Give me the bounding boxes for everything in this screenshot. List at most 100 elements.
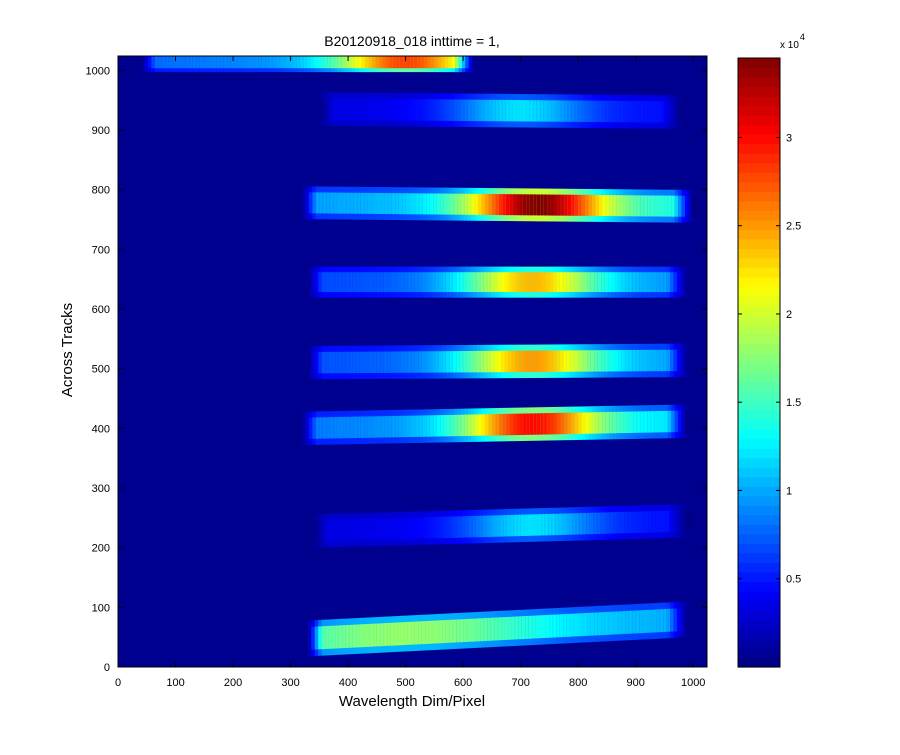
track-band-core bbox=[351, 519, 356, 541]
track-band-core bbox=[425, 272, 430, 293]
track-band-core bbox=[543, 194, 548, 216]
x-tick-label: 500 bbox=[396, 677, 414, 689]
track-band-core bbox=[432, 620, 437, 644]
y-tick-label: 100 bbox=[92, 602, 110, 614]
track-band-core bbox=[678, 195, 683, 217]
colorbar-segment bbox=[738, 581, 780, 592]
track-band-core bbox=[652, 349, 657, 372]
track-band-core bbox=[357, 192, 362, 214]
track-band-core bbox=[509, 413, 514, 436]
track-band-core bbox=[308, 417, 314, 439]
track-band-core bbox=[591, 412, 597, 434]
track-band-core bbox=[381, 416, 386, 438]
track-band-core bbox=[494, 272, 499, 293]
track-band-core bbox=[649, 349, 654, 372]
track-band-core bbox=[629, 411, 634, 433]
track-band-core bbox=[590, 272, 595, 293]
track-band-core bbox=[315, 417, 320, 439]
track-band-core bbox=[341, 56, 346, 69]
track-band-core bbox=[678, 410, 683, 433]
colorbar-segment bbox=[738, 105, 780, 116]
track-band-core bbox=[403, 517, 408, 540]
track-band-core bbox=[456, 619, 461, 643]
track-band-core bbox=[635, 610, 640, 634]
colorbar-segment bbox=[738, 524, 780, 535]
track-band-core bbox=[588, 412, 593, 434]
track-band-core bbox=[426, 415, 431, 437]
track-band-core bbox=[411, 621, 416, 645]
track-band-core bbox=[331, 625, 337, 649]
track-band-core bbox=[621, 350, 626, 372]
track-band-core bbox=[390, 351, 395, 373]
track-band-core bbox=[566, 613, 571, 637]
track-band-core bbox=[588, 100, 593, 123]
track-band-core bbox=[667, 101, 672, 123]
track-band-core bbox=[640, 411, 645, 433]
track-band-core bbox=[329, 417, 334, 439]
track-band-core bbox=[413, 56, 418, 69]
track-band-core bbox=[428, 620, 433, 644]
track-band-core bbox=[494, 350, 499, 373]
track-band-core bbox=[424, 56, 429, 69]
track-band-core bbox=[307, 626, 312, 650]
track-band-core bbox=[375, 56, 380, 69]
x-tick-label: 100 bbox=[166, 677, 184, 689]
track-band-core bbox=[551, 513, 556, 536]
track-band-core bbox=[415, 99, 421, 121]
track-band-core bbox=[322, 417, 327, 439]
track-band-core bbox=[552, 614, 557, 638]
colorbar-exponent-base: x 10 bbox=[780, 40, 799, 51]
track-band-core bbox=[580, 613, 585, 637]
track-band-core bbox=[376, 351, 381, 373]
track-band-core bbox=[460, 193, 465, 215]
track-band-core bbox=[647, 411, 652, 433]
track-band-core bbox=[506, 515, 511, 537]
track-band-core bbox=[560, 412, 565, 435]
track-band-core bbox=[624, 511, 629, 534]
track-band-core bbox=[570, 272, 575, 293]
track-band-core bbox=[633, 195, 638, 217]
track-band-core bbox=[320, 56, 325, 69]
colorbar-tick-label: 1.5 bbox=[786, 397, 801, 409]
track-band-core bbox=[564, 100, 569, 122]
track-band-core bbox=[593, 512, 598, 535]
track-band-core bbox=[512, 413, 517, 436]
track-band-core bbox=[495, 194, 500, 216]
track-band bbox=[307, 601, 689, 657]
track-band-core bbox=[487, 350, 492, 373]
track-band-core bbox=[199, 56, 204, 69]
track-band-core bbox=[575, 513, 580, 535]
track-band-core bbox=[313, 56, 318, 69]
track-band-core bbox=[350, 98, 355, 121]
track-band-core bbox=[519, 413, 524, 435]
track-band-core bbox=[585, 194, 590, 216]
track-band-core bbox=[553, 194, 559, 216]
track-band-core bbox=[461, 516, 467, 538]
track-band-core bbox=[533, 194, 538, 216]
track-band-core bbox=[151, 56, 156, 69]
track-band-core bbox=[435, 351, 440, 373]
track-band bbox=[141, 56, 477, 73]
track-band-core bbox=[539, 615, 544, 639]
track-band-core bbox=[487, 272, 492, 293]
track-band-core bbox=[644, 511, 649, 533]
track-band-core bbox=[189, 56, 194, 69]
x-tick-label: 200 bbox=[224, 677, 242, 689]
track-band-core bbox=[664, 101, 669, 123]
track-band-core bbox=[394, 272, 399, 293]
track-band-core bbox=[514, 350, 519, 373]
track-band-core bbox=[528, 615, 533, 639]
track-band-core bbox=[392, 518, 397, 540]
track-band-core bbox=[335, 625, 340, 649]
track-band-core bbox=[346, 192, 351, 214]
track-band-core bbox=[511, 350, 516, 373]
track-band-core bbox=[343, 416, 348, 439]
track-band-core bbox=[371, 416, 376, 438]
track-band-core bbox=[317, 56, 322, 69]
track-band-core bbox=[597, 350, 602, 372]
track-band-core bbox=[605, 100, 610, 123]
track-band-core bbox=[371, 98, 376, 121]
track-band-core bbox=[505, 413, 510, 436]
track-band-core bbox=[407, 621, 412, 645]
track-band-core bbox=[265, 56, 270, 69]
